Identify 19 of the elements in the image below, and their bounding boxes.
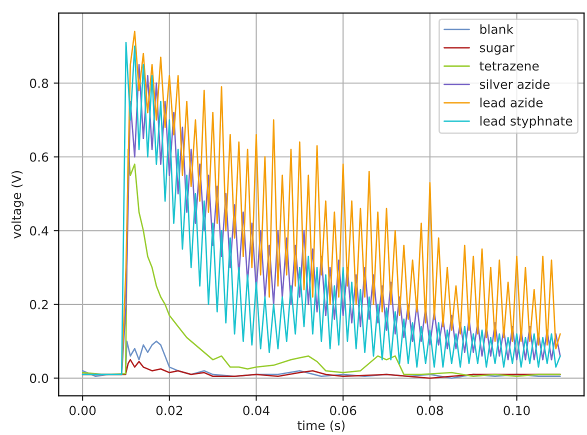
legend-label: tetrazene: [480, 62, 539, 71]
y-axis-title: voltage (V): [11, 171, 24, 239]
x-tick-label: 0.00: [69, 406, 96, 416]
y-tick-label: 0.2: [30, 300, 48, 310]
y-tick-label: 0.0: [30, 374, 48, 384]
x-tick-label: 0.04: [243, 406, 270, 416]
x-tick-label: 0.08: [416, 406, 443, 416]
y-tick-label: 0.4: [30, 226, 48, 236]
x-tick-label: 0.02: [156, 406, 182, 416]
legend-label: lead styphnate: [480, 116, 572, 128]
x-tick-label: 0.10: [504, 406, 530, 416]
legend-label: sugar: [480, 45, 514, 55]
legend-label: blank: [480, 24, 514, 34]
y-tick-label: 0.6: [30, 152, 48, 162]
legend-label: lead azide: [480, 98, 543, 108]
legend-label: silver azide: [480, 79, 550, 90]
x-tick-label: 0.06: [330, 406, 356, 416]
y-tick-label: 0.8: [30, 78, 48, 88]
x-axis-title: time (s): [297, 420, 345, 432]
